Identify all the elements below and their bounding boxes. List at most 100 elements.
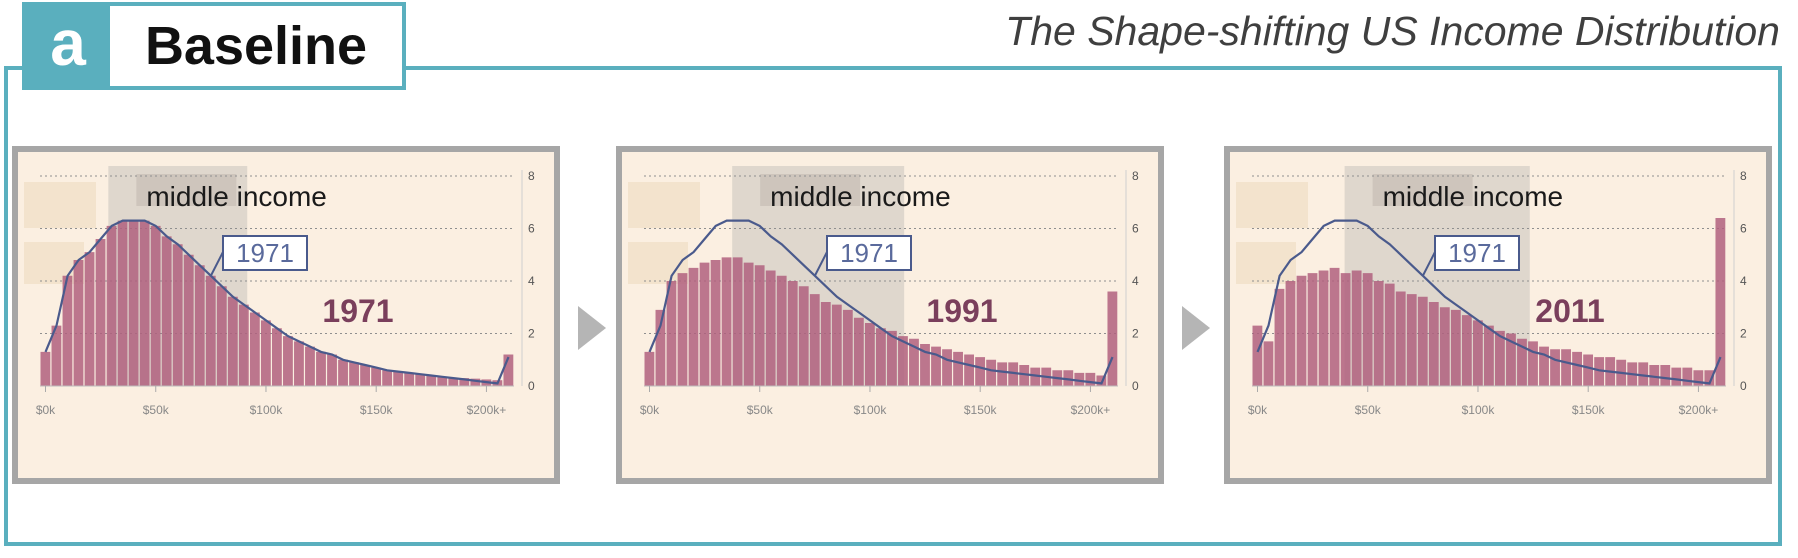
middle-income-label: middle income xyxy=(1383,181,1564,212)
histogram-bar xyxy=(931,346,941,386)
reference-line-1971 xyxy=(648,219,1114,385)
histogram-bar xyxy=(721,257,732,386)
histogram-chart-3: 0 2 4 6 8 $0k $50k $100k $150k $200k+ 1971 middle i… xyxy=(1230,152,1766,478)
histogram-bar xyxy=(139,220,150,386)
histogram-bar xyxy=(1296,275,1307,386)
histogram-bar xyxy=(260,320,271,386)
histogram-bar xyxy=(666,281,677,386)
year-label: 1991 xyxy=(926,293,997,329)
histogram-bar xyxy=(765,270,776,386)
histogram-bar xyxy=(1439,307,1450,386)
line-callout-leader xyxy=(813,251,828,277)
y-tick-label: 8 xyxy=(528,169,535,183)
histogram-bar xyxy=(360,365,370,386)
x-tick-label: $50k xyxy=(143,403,170,417)
reference-line-1971 xyxy=(1256,219,1722,385)
reference-line-1971 xyxy=(44,219,510,385)
histogram-bar xyxy=(316,351,326,386)
histogram-bar xyxy=(294,341,304,386)
chart-panel-3: 0 2 4 6 8 $0k $50k $100k $150k $200k+ 1971 middle i… xyxy=(1224,146,1772,484)
histogram-bar xyxy=(503,354,514,386)
histogram-bar xyxy=(1704,370,1715,386)
histogram-bar xyxy=(183,254,194,386)
band-label-box xyxy=(136,174,237,206)
histogram-bar xyxy=(1252,325,1263,386)
y-tick-label: 6 xyxy=(1740,222,1747,236)
y-tick-label: 8 xyxy=(1740,169,1747,183)
histogram-bar xyxy=(787,281,798,386)
y-tick-label: 8 xyxy=(1132,169,1139,183)
histogram-bar xyxy=(1008,362,1019,386)
histogram-bar xyxy=(338,359,348,386)
histogram-bar xyxy=(150,225,161,386)
histogram-bar xyxy=(743,262,754,386)
histogram-bar xyxy=(95,239,106,386)
histogram-bar xyxy=(875,328,886,386)
histogram-bar xyxy=(1263,341,1274,386)
histogram-bar xyxy=(1472,320,1483,386)
x-tick-label: $100k xyxy=(1462,403,1496,417)
x-tick-label: $100k xyxy=(854,403,888,417)
histogram-bar xyxy=(382,370,393,386)
histogram-bar xyxy=(1506,333,1516,386)
chart-panel-2: 0 2 4 6 8 $0k $50k $100k $150k $200k+ 1971 middle i… xyxy=(616,146,1164,484)
histogram-bar xyxy=(1693,370,1704,386)
histogram-bar xyxy=(1030,367,1041,386)
y-tick-label: 0 xyxy=(1740,379,1747,393)
next-arrow-icon xyxy=(578,306,606,350)
histogram-bar xyxy=(864,323,875,386)
x-tick-label: $150k xyxy=(1572,403,1606,417)
line-callout-box xyxy=(222,235,308,271)
decorative-block xyxy=(24,182,96,228)
histogram-bar xyxy=(1351,270,1362,386)
band-label-box xyxy=(1372,174,1473,206)
histogram-bar xyxy=(1594,357,1605,386)
histogram-bar xyxy=(754,265,765,386)
histogram-bar xyxy=(1528,341,1538,386)
y-tick-label: 6 xyxy=(1132,222,1139,236)
line-callout-leader xyxy=(1421,251,1436,277)
x-tick-label: $150k xyxy=(360,403,394,417)
x-tick-label: $200k+ xyxy=(1071,403,1111,417)
line-label: 1971 xyxy=(236,238,294,268)
histogram-bar xyxy=(688,267,699,386)
histogram-bar xyxy=(305,346,315,386)
histogram-bar xyxy=(1085,372,1096,386)
histogram-bar xyxy=(73,260,84,386)
histogram-bar xyxy=(920,344,930,386)
histogram-bar xyxy=(1340,273,1351,386)
line-callout-box xyxy=(826,235,912,271)
middle-income-label: middle income xyxy=(146,181,327,212)
histogram-bar xyxy=(40,351,51,386)
histogram-bar xyxy=(710,260,721,386)
y-tick-label: 4 xyxy=(528,274,535,288)
histogram-bar xyxy=(677,273,688,386)
histogram-bar xyxy=(62,275,73,386)
y-tick-label: 4 xyxy=(1740,274,1747,288)
decorative-block xyxy=(628,182,700,228)
histogram-bar xyxy=(1329,267,1340,386)
histogram-bar xyxy=(238,304,249,386)
histogram-bar xyxy=(1362,273,1373,386)
histogram-bar xyxy=(1318,270,1329,386)
histogram-bar xyxy=(1649,365,1660,386)
histogram-bar xyxy=(975,357,986,386)
histogram-bar xyxy=(415,374,426,386)
histogram-bar xyxy=(1384,283,1395,386)
histogram-chart-1: 0 2 4 6 8 $0k $50k $100k $150k $200k+ 1971 middle i… xyxy=(18,152,554,478)
histogram-bar xyxy=(1495,330,1505,386)
line-label: 1971 xyxy=(840,238,898,268)
histogram-bar xyxy=(470,378,481,386)
histogram-bar xyxy=(1561,349,1571,386)
decorative-block xyxy=(1236,182,1308,228)
histogram-bar xyxy=(172,244,183,386)
histogram-bar xyxy=(404,372,415,386)
line-callout-box xyxy=(1434,235,1520,271)
histogram-bar xyxy=(128,220,139,386)
histogram-bar xyxy=(1483,325,1494,386)
histogram-bar xyxy=(953,351,963,386)
histogram-bar xyxy=(1107,291,1118,386)
histogram-bar xyxy=(216,286,227,386)
histogram-bar xyxy=(1417,296,1428,386)
histogram-bar xyxy=(997,362,1008,386)
